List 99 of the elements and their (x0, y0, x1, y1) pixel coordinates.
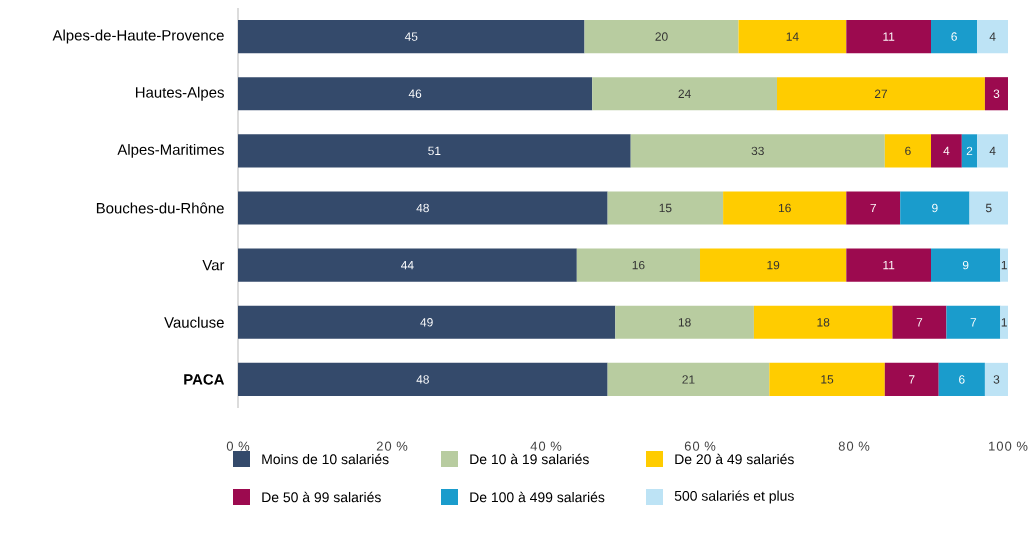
legend-label: De 20 à 49 salariés (675, 453, 794, 465)
data-label: 9 (962, 260, 969, 270)
data-label: 16 (778, 203, 791, 213)
data-label: 20 (655, 32, 668, 41)
data-label: 5 (985, 203, 992, 213)
y-tick-label: Vaucluse (164, 316, 224, 328)
bar (238, 77, 593, 111)
data-label: 48 (416, 375, 429, 384)
data-label: 3 (993, 375, 1000, 384)
y-tick-label: Hautes-Alpes (135, 86, 224, 101)
y-tick-label: PACA (184, 374, 225, 385)
bar (984, 77, 1009, 111)
data-label: 7 (916, 318, 923, 327)
data-label: 4 (989, 32, 996, 41)
data-label: 11 (883, 32, 895, 41)
bar (984, 362, 1009, 396)
bar (900, 191, 970, 225)
bar (884, 362, 939, 396)
bar (931, 134, 962, 168)
bar (931, 20, 978, 54)
data-label: 46 (408, 89, 422, 98)
y-tick-label: Var (202, 259, 225, 271)
bar (238, 20, 585, 54)
bar (738, 20, 847, 54)
data-label: 49 (420, 318, 433, 327)
data-label: 4 (989, 146, 996, 155)
bar (846, 191, 901, 225)
bar (238, 134, 631, 168)
data-label: 15 (821, 375, 834, 384)
bar (884, 134, 932, 168)
data-label: 16 (632, 260, 645, 270)
legend-label: De 50 à 99 salariés (262, 491, 381, 503)
data-label: 18 (678, 318, 691, 327)
bar (753, 305, 893, 339)
bar (607, 191, 724, 225)
bar (961, 134, 978, 168)
legend-label: De 10 à 19 salariés (470, 453, 589, 465)
bar (584, 20, 739, 54)
data-label: 18 (817, 318, 830, 327)
data-label: 1 (1001, 318, 1007, 327)
data-label: 45 (404, 32, 418, 41)
bar (846, 248, 932, 282)
bar (700, 248, 847, 282)
data-label: 7 (909, 375, 915, 384)
bar (607, 362, 770, 396)
data-label: 3 (993, 89, 1000, 98)
y-tick-label: Bouches-du-Rhône (96, 202, 224, 214)
x-tick-label: 40 % (530, 441, 562, 451)
data-label: 51 (428, 146, 441, 156)
bar (630, 134, 885, 168)
x-tick-label: 0 % (226, 441, 250, 451)
data-label: 6 (959, 375, 965, 384)
bar (238, 191, 608, 225)
y-tick-label: Alpes-de-Haute-Provence (52, 29, 224, 44)
bar (723, 191, 847, 225)
bar (238, 248, 577, 282)
data-label: 14 (786, 32, 799, 41)
bar (977, 20, 1009, 54)
bar (938, 362, 985, 396)
bar (931, 248, 1001, 282)
data-label: 2 (966, 146, 973, 156)
data-label: 24 (678, 89, 691, 98)
data-label: 6 (905, 146, 911, 156)
bar (946, 305, 1001, 339)
bar (615, 305, 754, 339)
data-label: 19 (767, 260, 780, 270)
x-tick-label: 60 % (684, 441, 716, 451)
bar (1000, 305, 1009, 339)
bar (777, 77, 985, 111)
y-tick-label: Alpes-Maritimes (117, 143, 224, 158)
data-label: 48 (416, 203, 429, 213)
legend-label: De 100 à 499 salariés (470, 491, 605, 503)
data-label: 4 (943, 146, 950, 155)
legend-label: 500 salariés et plus (674, 490, 794, 504)
bar (1000, 248, 1009, 282)
bar (892, 305, 947, 339)
data-label: 11 (883, 261, 895, 270)
bar (769, 362, 885, 396)
x-tick-label: 100 % (989, 441, 1028, 451)
data-label: 21 (682, 375, 695, 384)
data-label: 27 (874, 89, 887, 98)
bar (977, 134, 1009, 168)
data-label: 9 (932, 203, 938, 213)
data-label: 7 (870, 203, 876, 213)
bar (969, 191, 1009, 225)
bar (576, 248, 700, 282)
bar (238, 362, 608, 396)
data-label: 7 (970, 318, 977, 327)
x-tick-label: 80 % (838, 441, 870, 451)
bar (238, 305, 616, 339)
bar (592, 77, 778, 111)
data-label: 33 (751, 146, 764, 156)
data-label: 44 (401, 261, 414, 270)
data-label: 15 (659, 203, 672, 213)
legend-label: Moins de 10 salariés (262, 453, 389, 465)
data-label: 6 (951, 32, 957, 41)
data-label: 1 (1001, 261, 1007, 270)
x-tick-label: 20 % (376, 441, 408, 451)
bar (846, 20, 932, 54)
